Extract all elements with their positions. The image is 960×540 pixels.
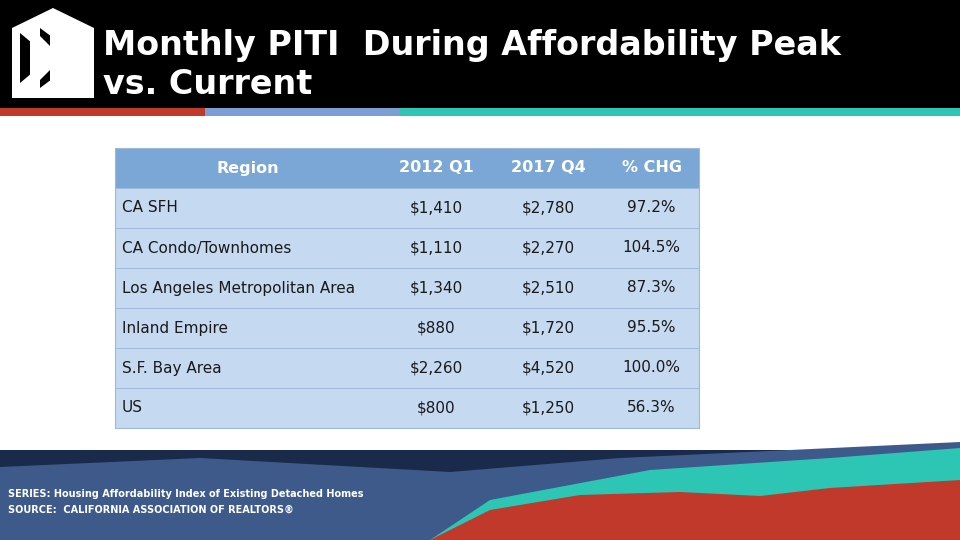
- Text: 104.5%: 104.5%: [622, 240, 681, 255]
- Bar: [115, 148, 699, 428]
- Bar: [115, 268, 699, 308]
- Text: $2,510: $2,510: [521, 280, 575, 295]
- Bar: [0, 0, 960, 108]
- Text: $2,260: $2,260: [409, 361, 463, 375]
- Text: vs. Current: vs. Current: [103, 68, 312, 100]
- Polygon shape: [30, 30, 62, 86]
- Text: 97.2%: 97.2%: [627, 200, 676, 215]
- Text: 2012 Q1: 2012 Q1: [398, 160, 473, 176]
- Polygon shape: [0, 442, 960, 540]
- Text: CA Condo/Townhomes: CA Condo/Townhomes: [122, 240, 292, 255]
- Bar: [0, 108, 205, 116]
- Text: $4,520: $4,520: [521, 361, 575, 375]
- Text: $880: $880: [417, 321, 455, 335]
- Text: 95.5%: 95.5%: [627, 321, 676, 335]
- Polygon shape: [40, 28, 80, 88]
- Bar: [115, 188, 699, 228]
- Text: S.F. Bay Area: S.F. Bay Area: [122, 361, 222, 375]
- Text: Monthly PITI  During Affordability Peak: Monthly PITI During Affordability Peak: [103, 29, 841, 62]
- Bar: [115, 308, 699, 348]
- Text: % CHG: % CHG: [621, 160, 682, 176]
- Bar: [205, 108, 400, 116]
- Text: 87.3%: 87.3%: [627, 280, 676, 295]
- Bar: [400, 108, 960, 116]
- Text: 56.3%: 56.3%: [627, 401, 676, 415]
- Text: CA SFH: CA SFH: [122, 200, 178, 215]
- Text: SERIES: Housing Affordability Index of Existing Detached Homes: SERIES: Housing Affordability Index of E…: [8, 489, 364, 499]
- Text: $2,780: $2,780: [521, 200, 575, 215]
- Bar: [115, 148, 699, 188]
- Polygon shape: [50, 26, 85, 90]
- Text: $800: $800: [417, 401, 455, 415]
- Polygon shape: [12, 8, 94, 98]
- Text: 2017 Q4: 2017 Q4: [511, 160, 586, 176]
- Bar: [115, 228, 699, 268]
- Text: US: US: [122, 401, 143, 415]
- Text: 100.0%: 100.0%: [622, 361, 681, 375]
- Polygon shape: [20, 33, 50, 83]
- Text: $1,110: $1,110: [409, 240, 463, 255]
- Text: Region: Region: [216, 160, 278, 176]
- Bar: [115, 348, 699, 388]
- Bar: [0, 450, 960, 540]
- Text: $1,340: $1,340: [409, 280, 463, 295]
- Text: SOURCE:  CALIFORNIA ASSOCIATION OF REALTORS®: SOURCE: CALIFORNIA ASSOCIATION OF REALTO…: [8, 505, 294, 515]
- Text: Los Angeles Metropolitan Area: Los Angeles Metropolitan Area: [122, 280, 355, 295]
- Text: $1,720: $1,720: [521, 321, 575, 335]
- Text: Inland Empire: Inland Empire: [122, 321, 228, 335]
- Text: $2,270: $2,270: [521, 240, 575, 255]
- Text: $1,250: $1,250: [521, 401, 575, 415]
- Bar: [115, 388, 699, 428]
- Polygon shape: [430, 448, 960, 540]
- Text: $1,410: $1,410: [409, 200, 463, 215]
- Polygon shape: [430, 480, 960, 540]
